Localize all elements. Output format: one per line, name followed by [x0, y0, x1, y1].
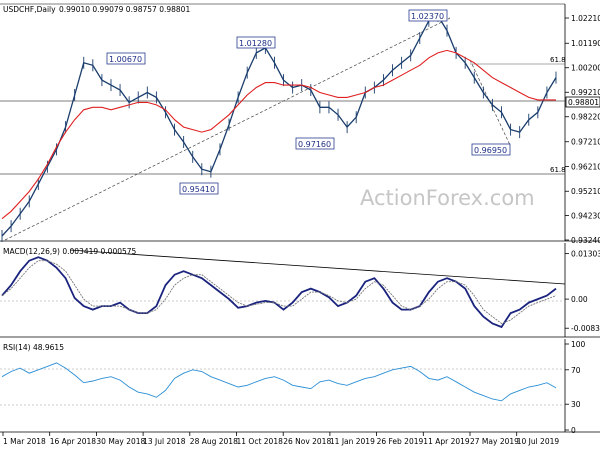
x-tick-label: 27 May 2019	[470, 437, 519, 446]
price-ohlc: 0.99010 0.99079 0.98757 0.98801	[59, 5, 190, 14]
rsi-ytick-label: 30	[571, 400, 581, 409]
x-tick-label: 11 Jan 2019	[330, 437, 375, 446]
svg-text:1.00670: 1.00670	[109, 55, 142, 64]
rsi-title: RSI(14) 48.9615	[3, 343, 64, 352]
price-ytick-label: 0.96210	[571, 162, 600, 171]
x-tick-label: 16 Apr 2018	[50, 437, 97, 446]
fib-label-lower: 61.8	[550, 166, 566, 174]
x-tick-label: 1 Mar 2018	[3, 437, 46, 446]
price-ytick-label: 0.95210	[571, 187, 600, 196]
rsi-panel: RSI(14) 48.9615 100 70 30 0	[0, 339, 600, 435]
price-ytick-label: 0.93240	[571, 236, 600, 245]
price-ytick-label: 0.97210	[571, 138, 600, 147]
annotation-102370: 1.02370	[408, 9, 448, 22]
price-series-line	[1, 14, 557, 237]
rsi-ytick-label: 70	[571, 366, 581, 375]
x-tick-label: 26 Feb 2019	[377, 437, 424, 446]
x-tick-label: 13 Jul 2018	[143, 437, 186, 446]
price-ytick-label: 0.94230	[571, 211, 600, 220]
rsi-line	[1, 362, 557, 402]
macd-title: MACD(12,26,9) 0.003419 0.000575	[3, 247, 137, 256]
annotation-101280: 1.01280	[236, 36, 276, 49]
macd-trendline	[69, 249, 566, 285]
price-ytick-label: 1.00200	[571, 64, 600, 73]
price-ytick-label: 0.99210	[571, 88, 600, 97]
price-ytick-label: 1.02210	[571, 14, 600, 23]
macd-panel: MACD(12,26,9) 0.003419 0.000575 0.013034…	[0, 243, 600, 338]
x-tick-label: 30 May 2018	[96, 437, 145, 446]
svg-text:0.95410: 0.95410	[182, 185, 215, 194]
macd-signal-line	[1, 260, 557, 325]
price-ytick-label: 1.01190	[571, 39, 600, 48]
watermark: ActionForex.com	[360, 186, 535, 210]
svg-text:1.01280: 1.01280	[239, 39, 272, 48]
svg-text:0.97160: 0.97160	[298, 140, 331, 149]
annotation-097160: 0.97160	[295, 137, 335, 150]
x-tick-label: 11 Oct 2018	[237, 437, 284, 446]
price-plot-area	[0, 4, 565, 241]
fib-label-upper: 61.8	[550, 56, 566, 64]
price-title: USDCHF,Daily	[3, 5, 56, 14]
macd-ytick-label: 0.013034	[571, 250, 600, 259]
rsi-ytick-label: 0	[571, 426, 576, 435]
x-tick-label: 26 Nov 2018	[283, 437, 331, 446]
annotation-095410: 0.95410	[179, 182, 219, 195]
x-tick-label: 28 Aug 2018	[190, 437, 238, 446]
x-tick-label: 10 Jul 2019	[517, 437, 560, 446]
annotation-096950: 0.96950	[471, 143, 511, 156]
x-tick-label: 11 Apr 2019	[423, 437, 470, 446]
rsi-ytick-label: 100	[571, 340, 586, 349]
svg-text:0.98801: 0.98801	[568, 98, 599, 107]
macd-ytick-label: -0.00834	[571, 324, 600, 333]
macd-line	[1, 256, 557, 329]
sma-line	[1, 49, 556, 220]
macd-ytick-label: 0.00	[571, 295, 588, 304]
svg-text:0.96950: 0.96950	[474, 146, 507, 155]
trendline-rising	[4, 17, 451, 241]
annotation-100670: 1.00670	[106, 52, 146, 65]
price-panel: USDCHF,Daily 0.99010 0.99079 0.98757 0.9…	[0, 3, 600, 245]
svg-text:1.02370: 1.02370	[411, 12, 444, 21]
price-ytick-label: 0.98220	[571, 113, 600, 122]
last-price-label: 0.98801	[565, 96, 600, 108]
